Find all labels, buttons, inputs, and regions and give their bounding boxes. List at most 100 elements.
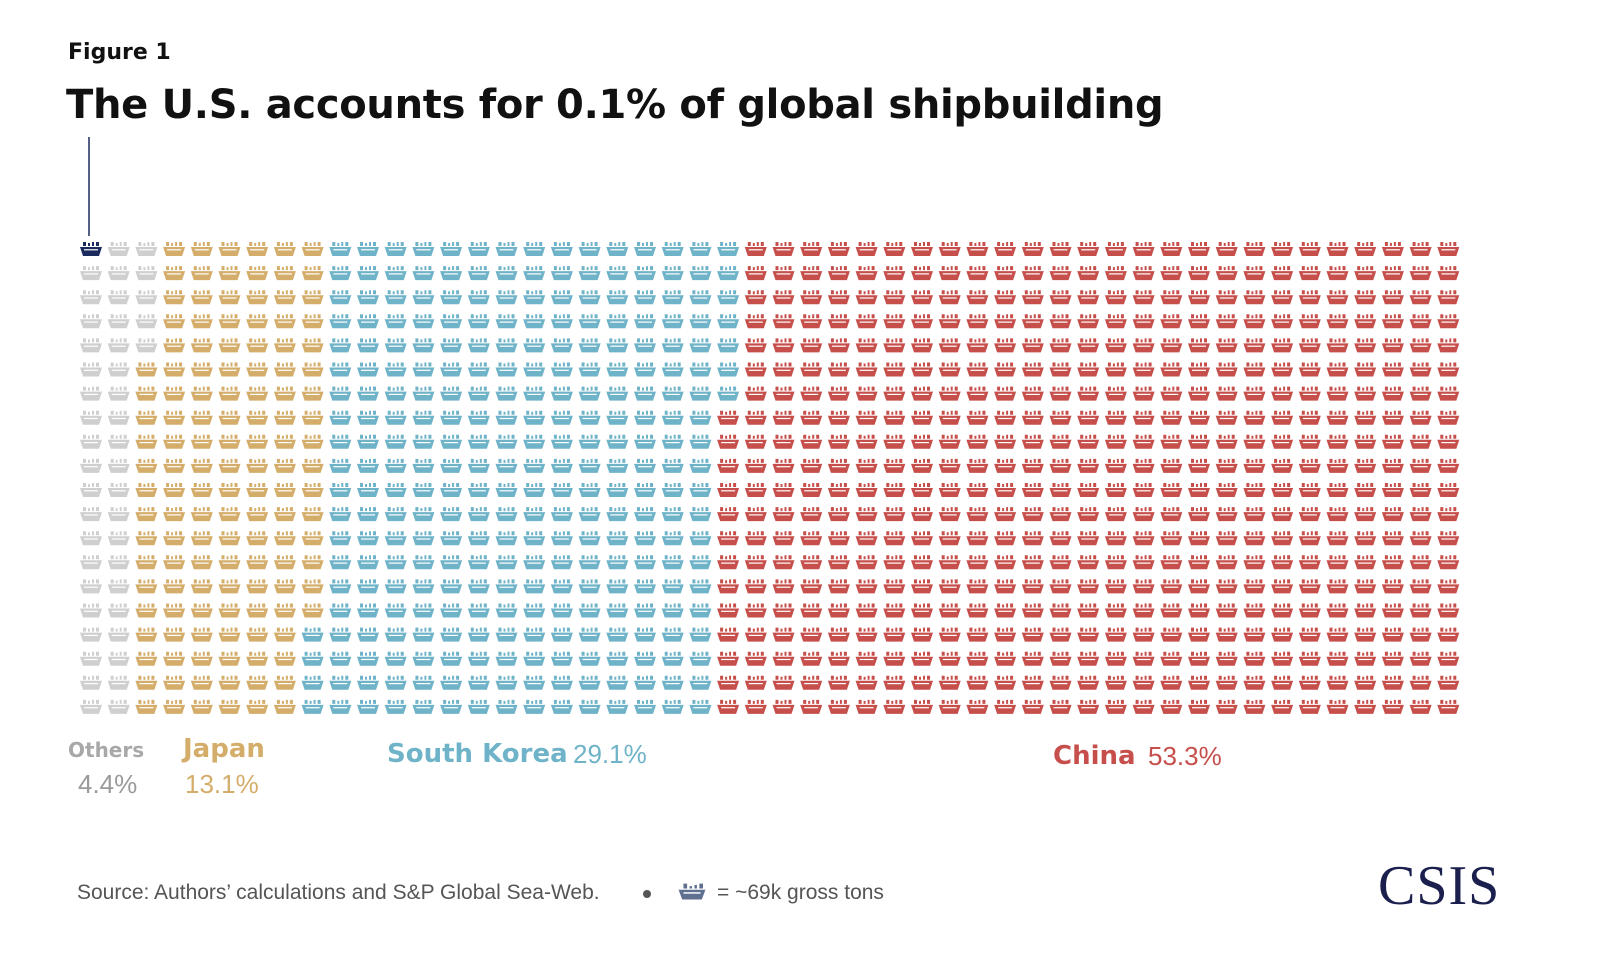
- figure-label: Figure 1: [68, 40, 171, 65]
- ship-south-korea: [578, 531, 601, 546]
- ship-china: [1271, 603, 1294, 618]
- ship-china: [1381, 507, 1404, 522]
- ship-china: [1354, 434, 1377, 449]
- ship-japan: [163, 242, 186, 256]
- ship-china: [1437, 410, 1460, 425]
- ship-china: [1409, 410, 1432, 425]
- ship-china: [911, 266, 933, 281]
- ship-japan: [301, 314, 324, 329]
- ship-south-korea: [689, 458, 712, 473]
- ship-south-korea: [412, 651, 435, 666]
- ship-south-korea: [578, 410, 601, 425]
- ship-south-korea: [523, 458, 546, 473]
- ship-others: [135, 290, 158, 305]
- ship-china: [1326, 531, 1349, 546]
- ship-china: [1049, 651, 1072, 666]
- ship-china: [855, 483, 878, 497]
- ship-china: [1354, 314, 1377, 329]
- ship-china: [1271, 290, 1294, 305]
- ship-others: [80, 290, 102, 305]
- ship-china: [1298, 338, 1321, 353]
- ship-south-korea: [661, 651, 684, 666]
- ship-japan: [135, 362, 158, 377]
- ship-china: [1132, 507, 1155, 522]
- ship-china: [1381, 483, 1404, 497]
- ship-japan: [218, 242, 241, 256]
- ship-china: [1381, 603, 1404, 618]
- ship-china: [1215, 290, 1238, 305]
- ship-south-korea: [689, 699, 712, 714]
- ship-china: [1326, 290, 1349, 305]
- ship-south-korea: [523, 507, 546, 522]
- ship-china: [1243, 651, 1266, 666]
- ship-china: [1049, 386, 1072, 401]
- ship-china: [772, 314, 795, 329]
- ship-south-korea: [606, 290, 629, 305]
- ship-south-korea: [467, 651, 490, 666]
- ship-south-korea: [495, 458, 518, 473]
- ship-south-korea: [606, 362, 629, 377]
- ship-south-korea: [550, 434, 573, 449]
- ship-china: [772, 338, 795, 353]
- ship-south-korea: [634, 627, 656, 642]
- ship-china: [1298, 675, 1321, 690]
- ship-south-korea: [412, 507, 435, 522]
- ship-china: [827, 410, 850, 425]
- ship-china: [1298, 603, 1321, 618]
- ship-japan: [163, 603, 186, 618]
- ship-china: [911, 434, 933, 449]
- ship-china: [1354, 675, 1377, 690]
- ship-china: [1160, 675, 1183, 690]
- ship-china: [1215, 555, 1238, 570]
- ship-china: [1215, 242, 1238, 256]
- ship-china: [855, 651, 878, 666]
- ship-japan: [246, 434, 269, 449]
- ship-china: [1188, 507, 1210, 522]
- ship-china: [1077, 434, 1100, 449]
- ship-japan: [190, 266, 213, 281]
- ship-china: [1021, 314, 1044, 329]
- ship-china: [1409, 483, 1432, 497]
- ship-china: [994, 434, 1017, 449]
- ship-china: [1326, 362, 1349, 377]
- ship-china: [1160, 603, 1183, 618]
- ship-china: [966, 458, 989, 473]
- ship-south-korea: [523, 338, 546, 353]
- ship-south-korea: [634, 507, 656, 522]
- ship-south-korea: [578, 699, 601, 714]
- ship-south-korea: [495, 338, 518, 353]
- ship-china: [1104, 531, 1127, 546]
- ship-south-korea: [606, 434, 629, 449]
- ship-china: [883, 410, 906, 425]
- ship-south-korea: [578, 458, 601, 473]
- ship-japan: [163, 410, 186, 425]
- ship-china: [883, 507, 906, 522]
- ship-china: [800, 362, 823, 377]
- ship-china: [883, 699, 906, 714]
- ship-south-korea: [634, 555, 656, 570]
- ship-south-korea: [440, 386, 463, 401]
- ship-south-korea: [661, 603, 684, 618]
- ship-south-korea: [550, 603, 573, 618]
- ship-south-korea: [606, 531, 629, 546]
- ship-south-korea: [412, 627, 435, 642]
- ship-south-korea: [550, 314, 573, 329]
- ship-china: [1132, 603, 1155, 618]
- ship-china: [1049, 603, 1072, 618]
- ship-south-korea: [634, 362, 656, 377]
- ship-south-korea: [329, 314, 352, 329]
- ship-south-korea: [523, 651, 546, 666]
- ship-south-korea: [606, 314, 629, 329]
- ship-china: [1215, 627, 1238, 642]
- ship-china: [1409, 458, 1432, 473]
- ship-south-korea: [384, 579, 407, 594]
- ship-south-korea: [550, 386, 573, 401]
- ship-china: [1298, 266, 1321, 281]
- ship-china: [911, 603, 933, 618]
- ship-japan: [218, 290, 241, 305]
- ship-china: [744, 458, 767, 473]
- ship-china: [800, 651, 823, 666]
- ship-china: [1049, 531, 1072, 546]
- ship-china: [1215, 507, 1238, 522]
- ship-china: [1243, 627, 1266, 642]
